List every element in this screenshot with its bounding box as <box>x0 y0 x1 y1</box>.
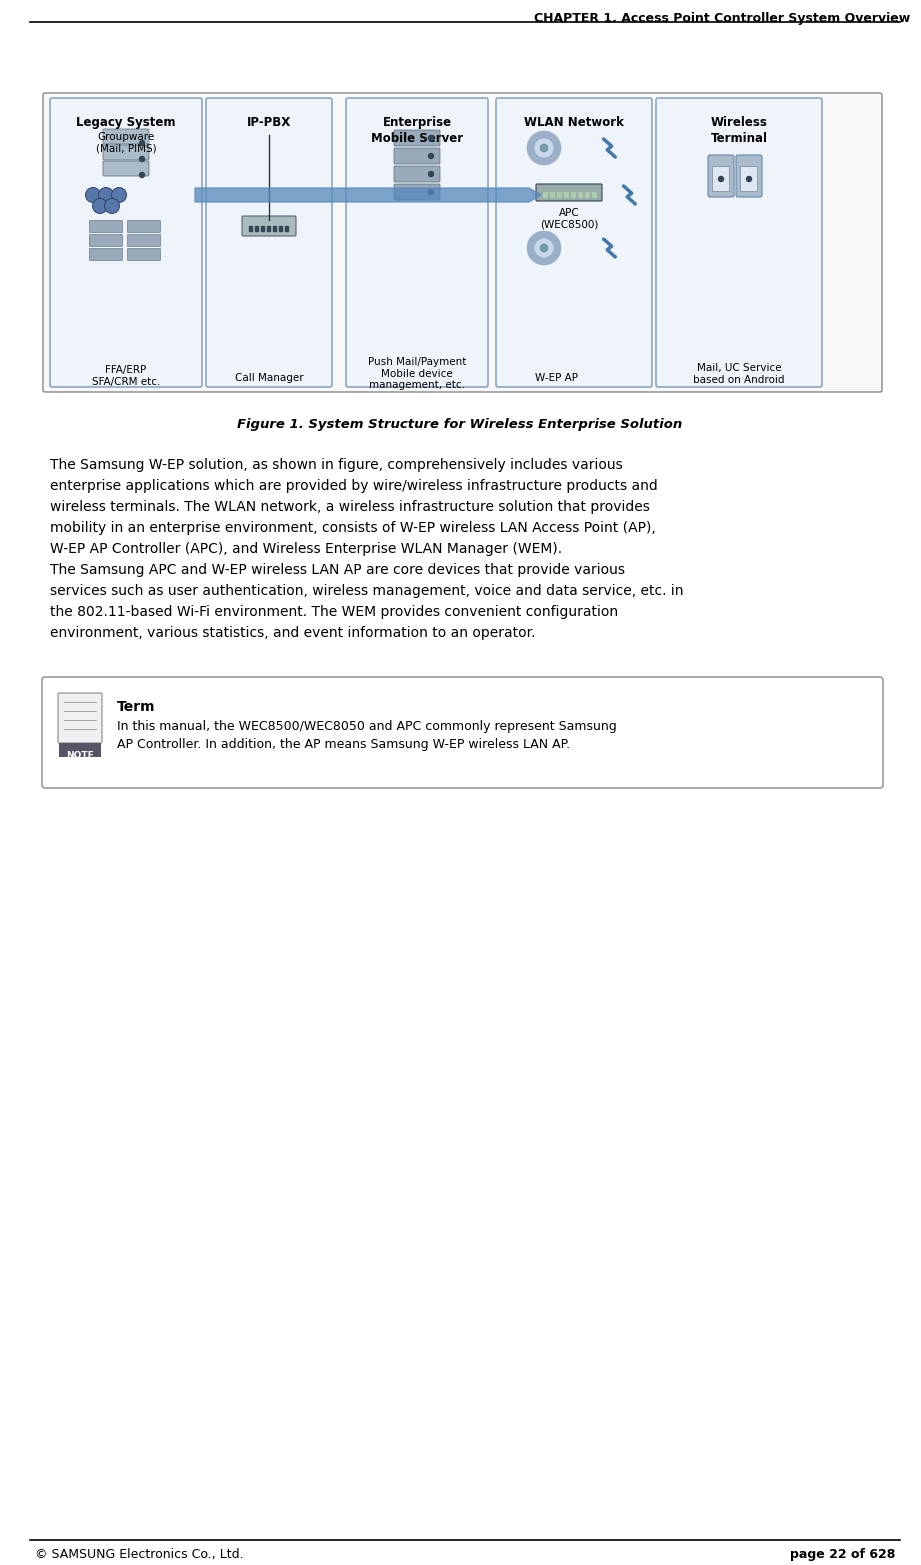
Bar <box>249 225 252 232</box>
Text: The Samsung APC and W-EP wireless LAN AP are core devices that provide various: The Samsung APC and W-EP wireless LAN AP… <box>50 563 625 577</box>
Text: the 802.11-based Wi-Fi environment. The WEM provides convenient configuration: the 802.11-based Wi-Fi environment. The … <box>50 606 618 620</box>
Text: wireless terminals. The WLAN network, a wireless infrastructure solution that pr: wireless terminals. The WLAN network, a … <box>50 499 650 513</box>
Circle shape <box>428 172 434 177</box>
Bar <box>578 192 582 197</box>
Circle shape <box>139 156 145 161</box>
Circle shape <box>99 188 113 202</box>
FancyBboxPatch shape <box>394 149 440 164</box>
Circle shape <box>541 244 548 252</box>
Text: WLAN Network: WLAN Network <box>524 116 624 128</box>
Text: W-EP AP: W-EP AP <box>534 372 577 383</box>
FancyBboxPatch shape <box>50 99 202 387</box>
Text: enterprise applications which are provided by wire/wireless infrastructure produ: enterprise applications which are provid… <box>50 479 658 493</box>
FancyBboxPatch shape <box>394 185 440 200</box>
FancyBboxPatch shape <box>740 166 757 191</box>
Text: IP-PBX: IP-PBX <box>247 116 291 128</box>
Bar <box>279 225 282 232</box>
FancyBboxPatch shape <box>58 693 102 743</box>
Circle shape <box>428 136 434 141</box>
Text: © SAMSUNG Electronics Co., Ltd.: © SAMSUNG Electronics Co., Ltd. <box>35 1548 244 1560</box>
FancyBboxPatch shape <box>394 166 440 182</box>
Circle shape <box>139 141 145 146</box>
Circle shape <box>86 188 100 202</box>
Circle shape <box>111 188 126 202</box>
Circle shape <box>535 238 554 257</box>
FancyBboxPatch shape <box>127 221 160 233</box>
Text: W-EP AP Controller (APC), and Wireless Enterprise WLAN Manager (WEM).: W-EP AP Controller (APC), and Wireless E… <box>50 541 562 556</box>
FancyBboxPatch shape <box>496 99 652 387</box>
Text: Term: Term <box>117 700 156 714</box>
FancyBboxPatch shape <box>127 249 160 260</box>
FancyBboxPatch shape <box>89 249 122 260</box>
Bar <box>564 192 568 197</box>
Text: Figure 1. System Structure for Wireless Enterprise Solution: Figure 1. System Structure for Wireless … <box>238 418 682 430</box>
FancyBboxPatch shape <box>736 155 762 197</box>
Bar <box>550 192 554 197</box>
Text: environment, various statistics, and event information to an operator.: environment, various statistics, and eve… <box>50 626 535 640</box>
Text: Push Mail/Payment
Mobile device
management, etc.: Push Mail/Payment Mobile device manageme… <box>367 357 466 390</box>
Bar <box>273 225 276 232</box>
FancyBboxPatch shape <box>103 146 149 160</box>
Circle shape <box>92 199 108 213</box>
Circle shape <box>104 199 120 213</box>
FancyBboxPatch shape <box>708 155 734 197</box>
Bar <box>592 192 596 197</box>
FancyBboxPatch shape <box>127 235 160 247</box>
Text: Wireless
Terminal: Wireless Terminal <box>710 116 767 146</box>
Circle shape <box>535 139 554 158</box>
Text: NOTE: NOTE <box>66 751 94 761</box>
FancyBboxPatch shape <box>656 99 822 387</box>
Text: In this manual, the WEC8500/WEC8050 and APC commonly represent Samsung
AP Contro: In this manual, the WEC8500/WEC8050 and … <box>117 720 617 751</box>
Bar <box>285 225 288 232</box>
Circle shape <box>541 144 548 152</box>
Text: mobility in an enterprise environment, consists of W-EP wireless LAN Access Poin: mobility in an enterprise environment, c… <box>50 521 656 535</box>
Bar <box>557 192 561 197</box>
FancyBboxPatch shape <box>242 216 296 236</box>
Text: The Samsung W-EP solution, as shown in figure, comprehensively includes various: The Samsung W-EP solution, as shown in f… <box>50 459 623 473</box>
FancyBboxPatch shape <box>89 221 122 233</box>
FancyBboxPatch shape <box>206 99 332 387</box>
Text: Enterprise
Mobile Server: Enterprise Mobile Server <box>371 116 463 146</box>
Text: Mail, UC Service
based on Android: Mail, UC Service based on Android <box>694 363 785 385</box>
FancyBboxPatch shape <box>89 235 122 247</box>
FancyBboxPatch shape <box>59 743 101 757</box>
Bar <box>261 225 264 232</box>
Text: page 22 of 628: page 22 of 628 <box>789 1548 895 1560</box>
FancyBboxPatch shape <box>536 185 602 200</box>
Text: CHAPTER 1. Access Point Controller System Overview: CHAPTER 1. Access Point Controller Syste… <box>534 13 910 25</box>
Bar <box>255 225 258 232</box>
Bar <box>571 192 575 197</box>
Text: services such as user authentication, wireless management, voice and data servic: services such as user authentication, wi… <box>50 584 683 598</box>
FancyBboxPatch shape <box>346 99 488 387</box>
FancyBboxPatch shape <box>42 678 883 789</box>
Text: APC
(WEC8500): APC (WEC8500) <box>540 208 598 230</box>
Text: Groupware
(Mail, PIMS): Groupware (Mail, PIMS) <box>96 131 157 153</box>
Text: FFA/ERP
SFA/CRM etc.: FFA/ERP SFA/CRM etc. <box>92 365 160 387</box>
Circle shape <box>527 131 561 164</box>
Bar <box>267 225 270 232</box>
FancyArrow shape <box>195 188 541 202</box>
Circle shape <box>428 153 434 158</box>
Text: Call Manager: Call Manager <box>235 372 303 383</box>
FancyBboxPatch shape <box>713 166 729 191</box>
Bar <box>585 192 589 197</box>
FancyBboxPatch shape <box>43 92 882 391</box>
FancyBboxPatch shape <box>103 161 149 175</box>
Circle shape <box>428 189 434 194</box>
Circle shape <box>527 232 561 264</box>
FancyBboxPatch shape <box>394 130 440 146</box>
Bar <box>543 192 547 197</box>
FancyBboxPatch shape <box>103 128 149 144</box>
Text: Legacy System: Legacy System <box>76 116 176 128</box>
Circle shape <box>139 172 145 177</box>
Circle shape <box>747 177 752 182</box>
Circle shape <box>718 177 724 182</box>
